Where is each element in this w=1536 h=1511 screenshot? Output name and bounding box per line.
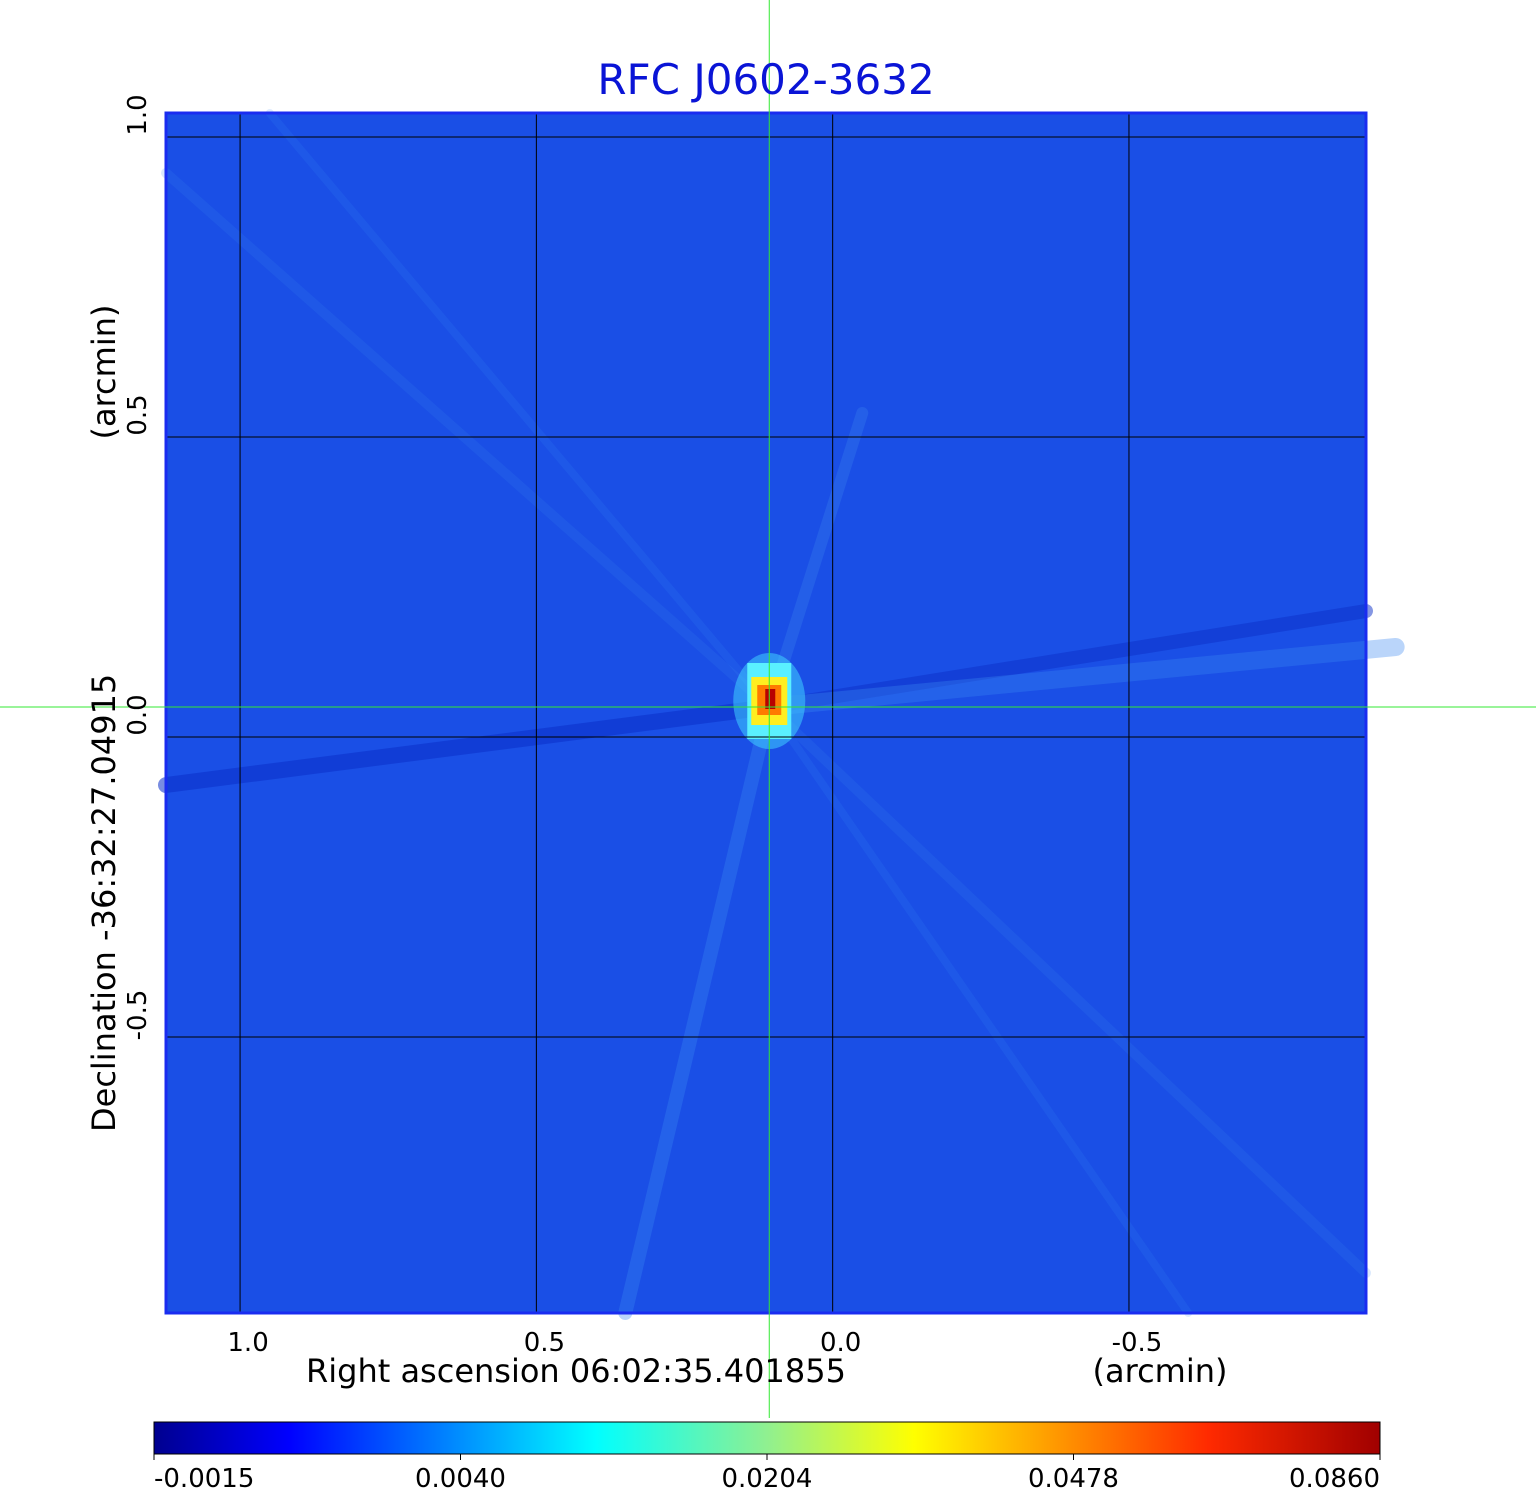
x-tick-label: -0.5 [1112, 1328, 1163, 1358]
colorbar-tick-label: 0.0478 [1028, 1464, 1119, 1494]
y-tick-label: 0.5 [123, 394, 153, 435]
streak-artifact [618, 700, 777, 1320]
colorbar-tick-labels: -0.0015 0.0040 0.0204 0.0478 0.0860 [153, 1454, 1381, 1494]
streak-artifact [765, 703, 1193, 1317]
colorbar-tick-label: -0.0015 [154, 1464, 254, 1494]
x-axis-label: Right ascension 06:02:35.401855 [306, 1352, 846, 1390]
y-tick-label: -0.5 [123, 990, 153, 1041]
streak-artifact [762, 604, 1373, 714]
y-tick-label: 1.0 [123, 94, 153, 135]
streak-artifact [764, 702, 1371, 1278]
source-pixels-core [765, 689, 776, 709]
plot-frame [164, 111, 1368, 1315]
streak-artifact [760, 638, 1405, 716]
chart-title: RFC J0602-3632 [597, 55, 934, 104]
grid-lines [166, 113, 1366, 1313]
plot-area [158, 109, 1405, 1320]
x-tick-labels: 1.0 0.5 0.0 -0.5 [227, 1328, 1162, 1358]
y-tick-label: 0.0 [123, 694, 153, 735]
y-axis-unit: (arcmin) [85, 305, 123, 440]
streak-artifact [161, 168, 775, 712]
streak-artifact [158, 699, 778, 793]
crosshair [0, 0, 1536, 1418]
y-tick-labels: 1.0 0.5 0.0 -0.5 [123, 94, 153, 1040]
x-tick-label: 0.0 [820, 1328, 861, 1358]
y-axis-label: Declination -36:32:27.04915 [85, 674, 123, 1132]
colorbar-tick-label: 0.0040 [415, 1464, 506, 1494]
colorbar-tick-label: 0.0860 [1289, 1464, 1380, 1494]
image-artifacts [158, 109, 1405, 1320]
x-axis-unit: (arcmin) [1093, 1352, 1228, 1390]
x-tick-label: 1.0 [227, 1328, 268, 1358]
colorbar-gradient [153, 1421, 1381, 1455]
x-tick-label: 0.5 [524, 1328, 565, 1358]
colorbar-tick-label: 0.0204 [722, 1464, 813, 1494]
streak-artifact [265, 109, 774, 711]
colorbar: -0.0015 0.0040 0.0204 0.0478 0.0860 [153, 1421, 1381, 1494]
